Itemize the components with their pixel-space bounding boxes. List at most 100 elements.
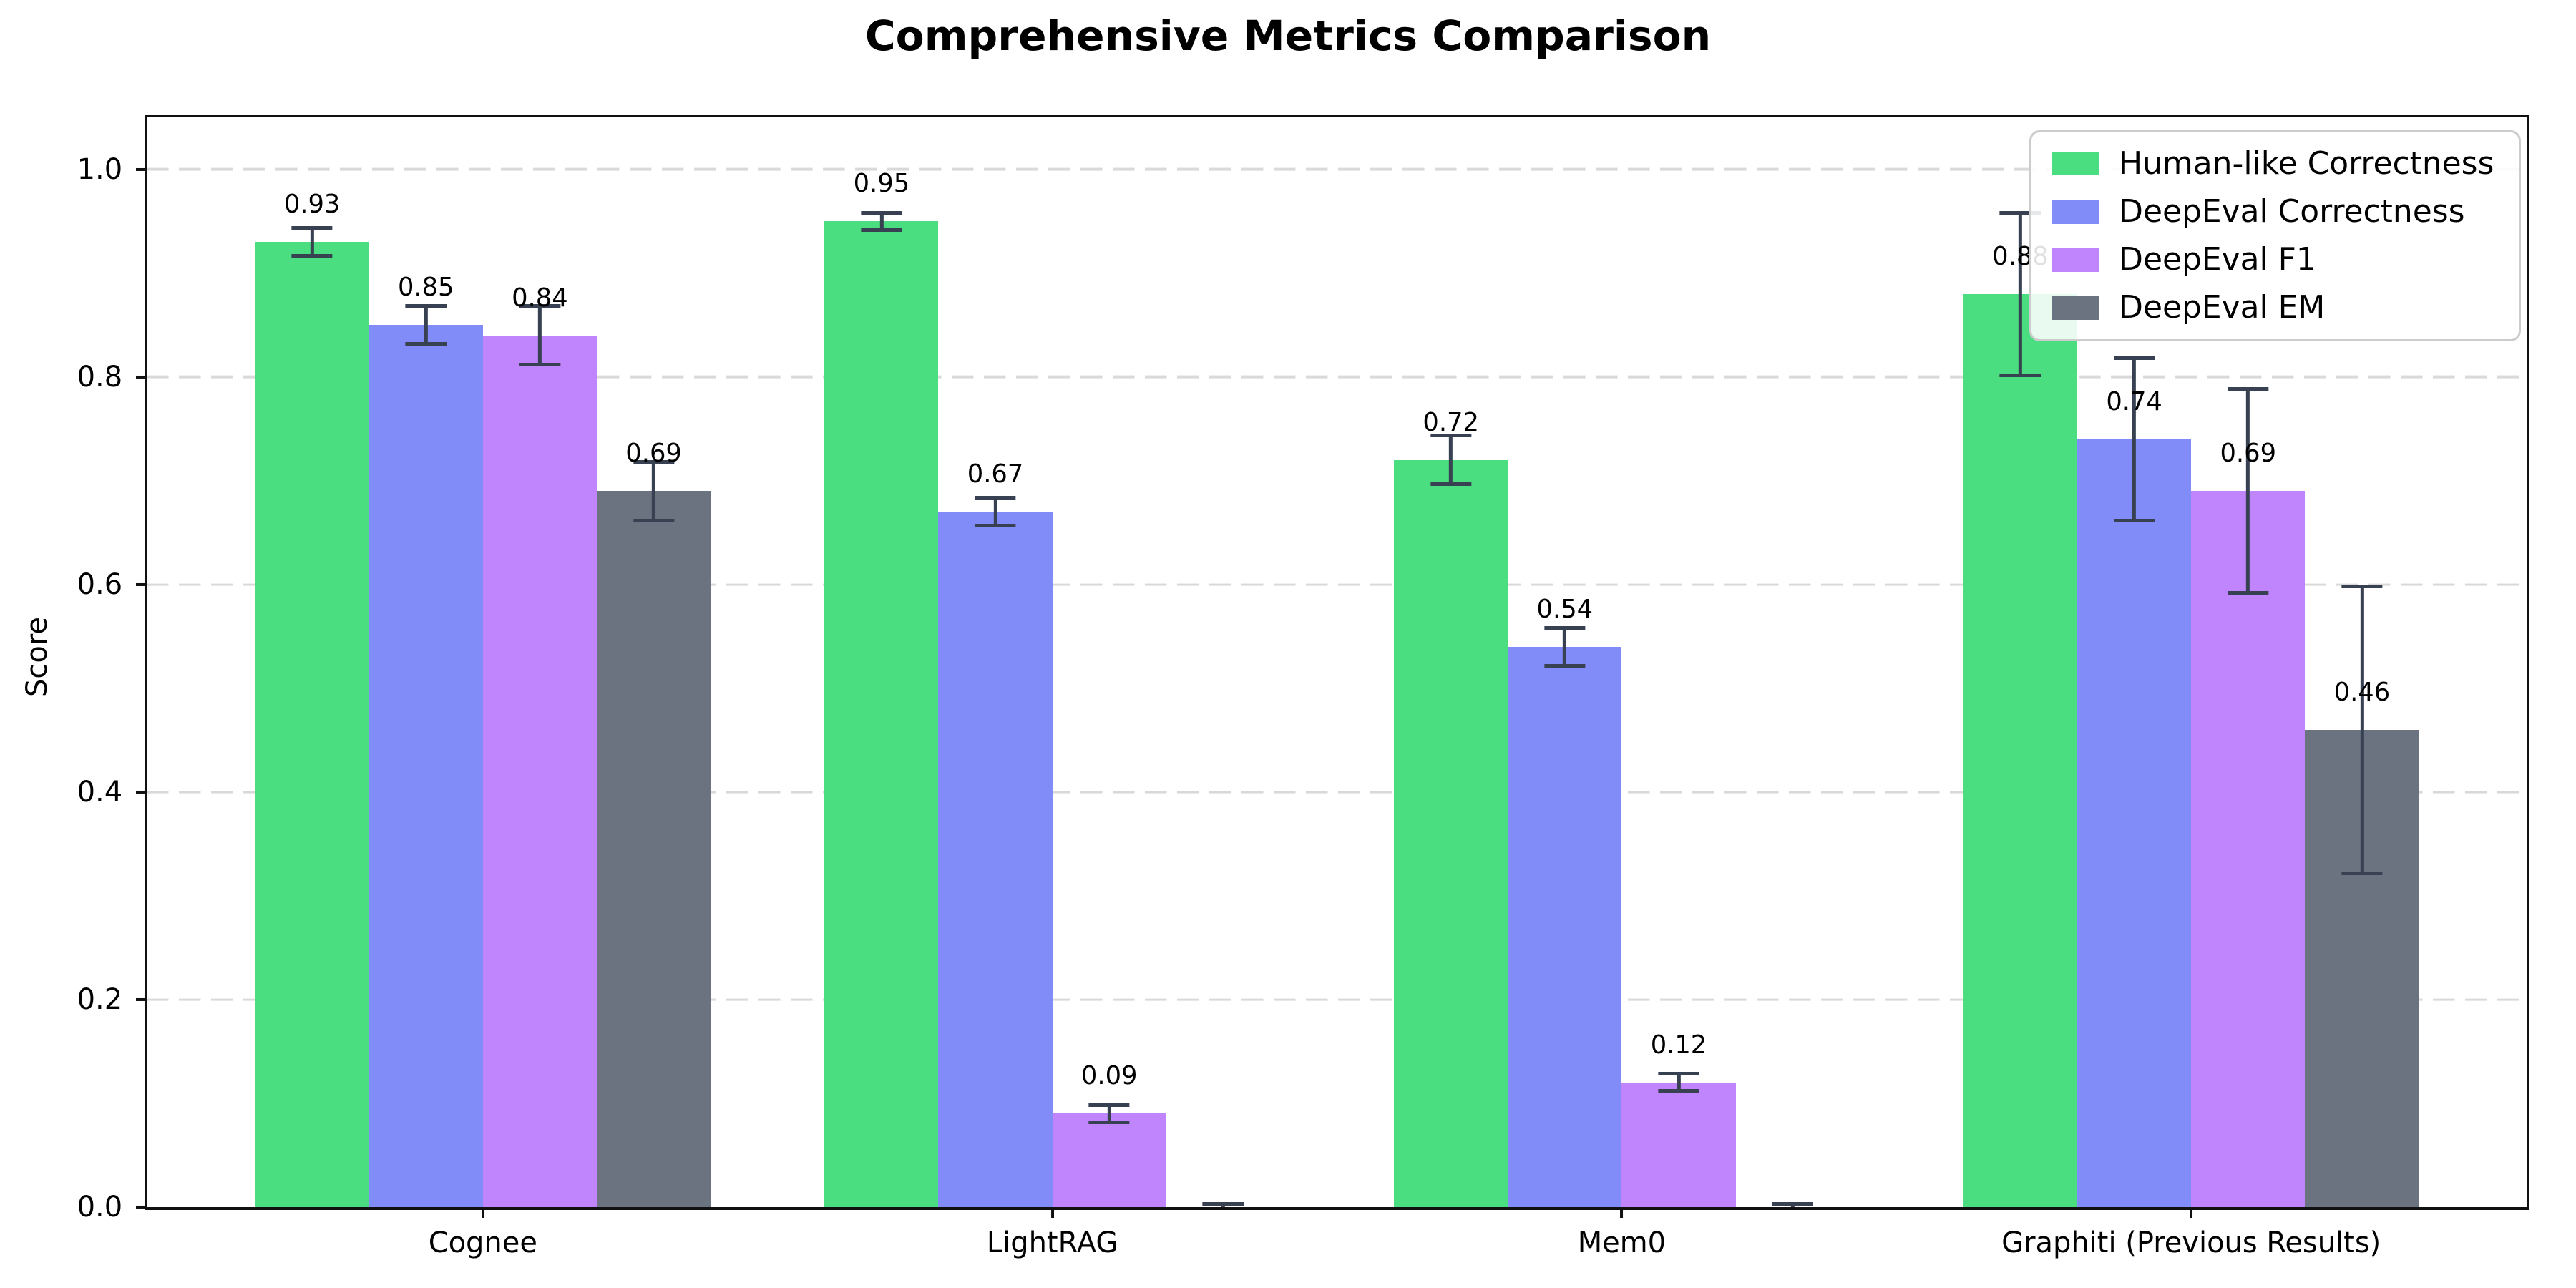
gridline-1.0 [147, 167, 2527, 171]
legend-item-human-like-correctness: Human-like Correctness [2051, 145, 2494, 182]
bar-value-label-0-0: 0.93 [283, 190, 341, 220]
legend-swatch-icon [2051, 248, 2100, 272]
errorbar-cap-top [1658, 1072, 1699, 1076]
bar-value-label-2-3: 0.69 [2220, 439, 2277, 469]
x-tick-mark-1 [1050, 1206, 1054, 1218]
x-tick-mark-2 [1620, 1206, 1624, 1218]
legend-item-deepeval-correctness: DeepEval Correctness [2051, 192, 2494, 230]
y-tick-label-0.0: 0.0 [77, 1190, 123, 1224]
errorbar-cap-top [2113, 356, 2155, 360]
errorbar-3-0 [633, 459, 675, 522]
y-tick-mark-0.4 [136, 790, 147, 794]
legend-label: DeepEval F1 [2119, 240, 2316, 278]
bar-deepeval-f1-2 [1621, 1082, 1736, 1207]
legend-label: DeepEval EM [2119, 288, 2326, 326]
bar-deepeval-f1-0 [482, 335, 597, 1207]
errorbar-2-2 [1658, 1072, 1699, 1093]
errorbar-cap-bottom [975, 523, 1016, 527]
errorbar-cap-bottom [2113, 518, 2155, 522]
x-tick-label-1: LightRAG [986, 1226, 1118, 1259]
errorbar-cap-bottom [861, 228, 902, 232]
legend-item-deepeval-f1: DeepEval F1 [2051, 240, 2494, 278]
errorbar-cap-bottom [633, 518, 675, 522]
x-tick-label-2: Mem0 [1577, 1226, 1667, 1259]
gridline-0.4 [147, 791, 2527, 794]
y-tick-mark-0.6 [136, 582, 147, 586]
bar-value-label-2-1: 0.09 [1080, 1061, 1138, 1091]
gridline-0.6 [147, 583, 2527, 586]
gridline-0.2 [147, 998, 2527, 1001]
bar-human-like-correctness-0 [255, 242, 369, 1207]
x-tick-mark-0 [481, 1206, 484, 1218]
errorbar-line [2360, 584, 2364, 875]
chart-title: Comprehensive Metrics Comparison [864, 11, 1712, 61]
x-tick-label-3: Graphiti (Previous Results) [2001, 1226, 2381, 1259]
y-tick-label-0.6: 0.6 [77, 567, 123, 601]
bar-value-label-0-2: 0.72 [1423, 407, 1479, 437]
errorbar-cap-top [405, 304, 447, 308]
errorbar-0-3 [1999, 210, 2041, 377]
errorbar-cap-bottom [1088, 1120, 1130, 1124]
bar-deepeval-correctness-2 [1508, 646, 1622, 1207]
errorbar-cap-top [861, 210, 902, 215]
errorbar-line [2246, 387, 2250, 595]
bar-human-like-correctness-1 [824, 221, 939, 1207]
bar-value-label-1-3: 0.74 [2106, 386, 2162, 416]
bar-deepeval-f1-3 [2191, 491, 2306, 1207]
legend-swatch-icon [2051, 200, 2100, 224]
y-tick-label-0.4: 0.4 [77, 775, 123, 809]
errorbar-3-2 [1772, 1201, 1813, 1207]
errorbar-cap-top [519, 304, 561, 308]
errorbar-cap-bottom [1999, 373, 2041, 377]
y-tick-mark-1.0 [136, 167, 147, 171]
errorbar-line [652, 459, 656, 522]
bar-deepeval-correctness-1 [938, 512, 1053, 1207]
bar-value-label-1-0: 0.85 [397, 273, 454, 303]
errorbar-line [1107, 1103, 1111, 1124]
errorbar-1-1 [975, 496, 1016, 527]
errorbar-cap-bottom [2228, 591, 2269, 595]
errorbar-cap-top [975, 496, 1016, 500]
y-axis-label: Score [21, 617, 54, 697]
legend-swatch-icon [2051, 152, 2100, 176]
errorbar-line [424, 304, 428, 346]
errorbar-line [1677, 1072, 1681, 1093]
errorbar-3-1 [1202, 1201, 1244, 1207]
bar-deepeval-f1-1 [1052, 1113, 1166, 1207]
errorbar-2-1 [1088, 1103, 1130, 1124]
errorbar-cap-top [1430, 434, 1472, 438]
bar-human-like-correctness-3 [1963, 293, 2078, 1207]
legend-label: Human-like Correctness [2119, 145, 2494, 182]
errorbar-2-3 [2228, 387, 2269, 595]
bar-deepeval-correctness-3 [2077, 439, 2192, 1207]
errorbar-1-3 [2113, 356, 2155, 522]
errorbar-0-2 [1430, 434, 1472, 486]
errorbar-line [1563, 625, 1567, 668]
errorbar-0-0 [291, 226, 333, 258]
errorbar-3-3 [2341, 584, 2383, 875]
legend-item-deepeval-em: DeepEval EM [2051, 288, 2494, 326]
errorbar-cap-bottom [1430, 482, 1472, 486]
y-tick-label-0.8: 0.8 [77, 360, 123, 394]
errorbar-0-1 [861, 210, 902, 232]
bar-human-like-correctness-2 [1394, 459, 1508, 1207]
errorbar-cap-bottom [1544, 663, 1586, 668]
bar-deepeval-em-0 [596, 491, 711, 1207]
errorbar-cap-top [1088, 1103, 1130, 1107]
bar-deepeval-correctness-0 [369, 325, 483, 1207]
errorbar-cap-top [2228, 387, 2269, 391]
errorbar-cap-top [1772, 1201, 1813, 1206]
y-tick-mark-0.8 [136, 375, 147, 379]
bar-value-label-3-3: 0.46 [2333, 677, 2391, 707]
errorbar-1-2 [1544, 625, 1586, 668]
errorbar-cap-bottom [519, 363, 561, 367]
errorbar-cap-top [1544, 625, 1586, 630]
gridline-0.8 [147, 376, 2527, 379]
errorbar-line [310, 226, 314, 258]
errorbar-line [993, 496, 997, 527]
legend-label: DeepEval Correctness [2119, 192, 2465, 230]
y-tick-label-1.0: 1.0 [77, 152, 123, 186]
errorbar-cap-top [1999, 210, 2041, 215]
errorbar-line [2132, 356, 2137, 522]
errorbar-line [1449, 434, 1453, 486]
